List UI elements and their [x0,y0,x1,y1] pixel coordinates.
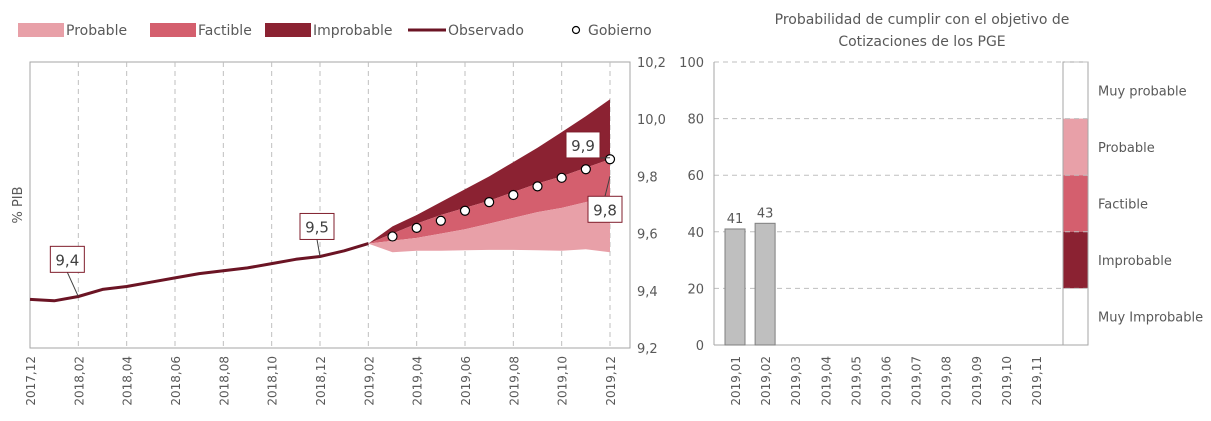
right-xtick-label: 2019,02 [759,356,773,406]
left-xtick-label: 2018,06 [169,356,183,406]
right-xtick-label: 2019,01 [729,356,743,406]
band-factible [1063,175,1088,232]
band-label: Improbable [1098,254,1172,269]
gobierno-marker [606,155,615,164]
gobierno-marker [388,232,397,241]
gobierno-marker [412,223,421,232]
band-label: Muy probable [1098,84,1187,99]
gobierno-marker [509,190,518,199]
left-ytick-label: 9,6 [637,228,658,243]
left-xtick-label: 2019,04 [411,356,425,406]
band-label: Probable [1098,141,1155,156]
band-label: Muy Improbable [1098,311,1203,326]
right-xtick-label: 2019,03 [789,356,803,406]
legend-swatch-factible [150,23,196,37]
right-xtick-label: 2019,09 [970,356,984,406]
left-xtick-label: 2018,04 [121,356,135,406]
bar-2019,02 [755,223,775,345]
left-xtick-label: 2019,08 [507,356,521,406]
bar-value-label: 41 [727,212,744,227]
bar-value-label: 43 [757,206,774,221]
callout-label: 9,9 [571,137,595,155]
right-xtick-label: 2019,11 [1030,356,1044,406]
gobierno-marker [485,198,494,207]
gobierno-marker [436,216,445,225]
legend-label-observado: Observado [448,23,524,39]
legend-label-improbable: Improbable [313,23,393,39]
left-chart: 9,2 9,4 9,6 9,8 10,0 10,2 % PIB 2017,12 2018,02 2… [11,56,666,406]
left-ytick-label: 10,2 [637,56,666,71]
band-muy-improbable [1063,288,1088,345]
right-title-line: Probabilidad de cumplir con el objetivo … [775,12,1070,28]
gobierno-marker [581,165,590,174]
right-chart: Probabilidad de cumplir con el objetivo … [679,12,1203,406]
right-ytick-label: 20 [687,282,704,297]
right-xtick-label: 2019,06 [880,356,894,406]
left-ylabel: % PIB [11,186,26,223]
legend-swatch-improbable [265,23,311,37]
callout-label: 9,4 [55,251,79,269]
right-ytick-label: 80 [687,113,704,128]
band-label: Factible [1098,198,1148,213]
left-xtick-label: 2019,10 [556,356,570,406]
right-ytick-label: 100 [679,56,704,71]
left-xtick-label: 2018,08 [217,356,231,406]
bar-2019,01 [725,229,745,345]
right-xtick-label: 2019,04 [819,356,833,406]
legend-swatch-probable [18,23,64,37]
right-ytick-label: 60 [687,169,704,184]
gobierno-marker [461,206,470,215]
left-xtick-label: 2019,12 [604,356,618,406]
legend-label-factible: Factible [198,23,252,39]
callout-label: 9,5 [305,218,329,236]
left-xtick-label: 2018,10 [266,356,280,406]
band-muy-probable [1063,62,1088,119]
right-ytick-label: 0 [696,339,704,354]
left-xtick-label: 2018,02 [72,356,86,406]
left-xtick-label: 2018,12 [314,356,328,406]
left-ytick-label: 9,8 [637,170,658,185]
left-xtick-label: 2019,06 [459,356,473,406]
left-xtick-label: 2019,02 [362,356,376,406]
callout-leader [67,272,78,296]
right-xtick-label: 2019,10 [1000,356,1014,406]
left-ytick-label: 10,0 [637,113,666,128]
gobierno-marker [533,182,542,191]
legend-label-gobierno: Gobierno [588,23,652,39]
band-probable [1063,119,1088,176]
left-ytick-label: 9,4 [637,285,658,300]
right-xtick-label: 2019,07 [910,356,924,406]
left-ytick-label: 9,2 [637,342,658,357]
gobierno-marker [557,173,566,182]
band-improbable [1063,232,1088,289]
legend-marker-gobierno [573,27,580,34]
right-xtick-label: 2019,05 [849,356,863,406]
right-ytick-label: 40 [687,226,704,241]
right-title-line: Cotizaciones de los PGE [838,34,1005,50]
right-xtick-label: 2019,08 [940,356,954,406]
callout-label: 9,8 [593,201,617,219]
left-xtick-label: 2017,12 [24,356,38,406]
legend-label-probable: Probable [66,23,127,39]
legend: Probable Factible Improbable Observado Gobie… [18,23,652,39]
